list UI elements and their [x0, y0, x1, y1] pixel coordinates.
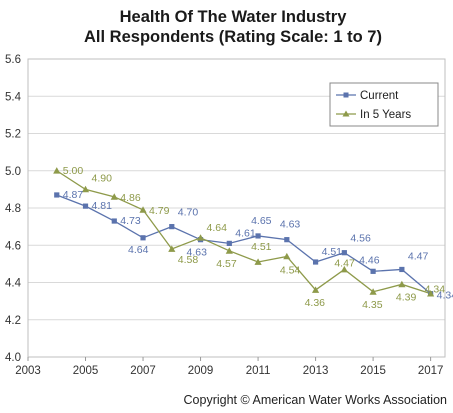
- data-point-in-5-years: [398, 280, 406, 288]
- data-point-current: [140, 235, 146, 241]
- data-point-in-5-years: [53, 167, 61, 174]
- data-label-in-5-years: 4.64: [207, 222, 228, 234]
- x-tick-label: 2011: [246, 365, 271, 377]
- y-tick-label: 4.8: [5, 203, 21, 215]
- y-tick-label: 4.0: [5, 352, 21, 364]
- data-label-current: 4.34: [437, 290, 453, 302]
- x-tick-label: 2009: [188, 365, 214, 377]
- data-label-in-5-years: 4.57: [216, 258, 237, 270]
- data-point-current: [370, 268, 376, 274]
- data-label-in-5-years: 4.90: [92, 172, 113, 184]
- data-label-current: 4.61: [235, 227, 256, 239]
- data-label-in-5-years: 4.51: [251, 241, 272, 253]
- chart-subtitle: All Respondents (Rating Scale: 1 to 7): [84, 28, 382, 46]
- data-point-current: [111, 218, 117, 224]
- data-label-in-5-years: 4.47: [334, 257, 355, 269]
- data-point-in-5-years: [254, 258, 262, 265]
- data-point-in-5-years: [110, 193, 118, 200]
- data-point-in-5-years: [168, 245, 176, 252]
- data-label-in-5-years: 4.35: [362, 299, 383, 311]
- legend-label-in-5-years: In 5 Years: [360, 109, 411, 121]
- data-label-current: 4.63: [280, 219, 301, 231]
- y-tick-label: 4.4: [5, 278, 22, 290]
- data-point-in-5-years: [81, 185, 90, 193]
- data-label-current: 4.70: [178, 207, 199, 219]
- data-label-current: 4.47: [408, 250, 429, 262]
- x-tick-label: 2005: [73, 365, 99, 377]
- data-point-in-5-years: [427, 290, 435, 297]
- chart-title: Health Of The Water Industry: [120, 8, 348, 26]
- series-layer: [53, 167, 435, 297]
- legend-item-current: Current: [336, 90, 399, 102]
- plot-frame: [27, 58, 446, 358]
- series-line-current: [56, 194, 432, 295]
- data-label-in-5-years: 4.54: [280, 264, 301, 276]
- data-label-current: 4.56: [350, 233, 371, 245]
- y-tick-label: 5.0: [5, 166, 21, 178]
- data-label-in-5-years: 5.00: [63, 165, 84, 177]
- data-point-current: [82, 203, 89, 209]
- data-point-current: [54, 192, 60, 198]
- data-label-current: 4.73: [120, 215, 141, 227]
- data-label-current: 4.87: [63, 189, 84, 201]
- data-label-current: 4.51: [322, 246, 343, 258]
- data-label-in-5-years: 4.58: [178, 254, 199, 266]
- y-tick-label: 5.2: [5, 129, 21, 141]
- data-point-current: [255, 233, 261, 239]
- x-tick-label: 2007: [130, 365, 156, 377]
- data-label-current: 4.64: [128, 244, 149, 256]
- copyright-notice: Copyright © American Water Works Associa…: [183, 393, 447, 407]
- data-label-current: 4.46: [359, 254, 380, 266]
- legend-marker-in-5-years: [342, 110, 350, 117]
- data-label-layer: 4.87 4.81 4.73 4.64 4.70 4.63 4.614.65 4.63 4.51…: [63, 165, 453, 311]
- x-tick-label: 2013: [303, 365, 329, 377]
- data-point-current: [312, 259, 319, 265]
- data-label-in-5-years: 4.86: [120, 192, 141, 204]
- x-tick-label: 2015: [360, 365, 386, 377]
- y-tick-label: 5.4: [5, 91, 22, 103]
- data-label-current: 4.63: [187, 247, 208, 259]
- data-point-current: [341, 250, 347, 256]
- data-label-in-5-years: 4.36: [305, 297, 326, 309]
- data-point-current: [284, 237, 290, 243]
- y-tick-label: 4.6: [5, 240, 21, 252]
- data-point-current: [399, 266, 405, 273]
- data-point-current: [226, 240, 232, 246]
- data-point-in-5-years: [225, 247, 233, 254]
- data-point-in-5-years: [139, 206, 147, 213]
- legend-label-current: Current: [360, 90, 399, 102]
- data-label-current: 4.65: [251, 215, 272, 227]
- data-point-in-5-years: [196, 234, 205, 241]
- data-label-in-5-years: 4.39: [396, 291, 417, 303]
- axes: 4.0 4.2 4.4 4.6 4.8 5.0 5.2 5.4 5.6 2003 2005 2007 2…: [5, 54, 446, 377]
- legend-box: [329, 82, 439, 127]
- series-line-in-5-years: [56, 170, 431, 295]
- y-tick-label: 4.2: [5, 315, 21, 327]
- data-point-current: [169, 224, 175, 230]
- x-tick-label: 2003: [15, 365, 41, 377]
- data-label-current: 4.81: [92, 200, 113, 212]
- data-point-in-5-years: [369, 288, 377, 295]
- data-label-in-5-years: 4.79: [149, 205, 170, 217]
- data-label-in-5-years: 4.34: [425, 284, 446, 296]
- x-tick-label: 2017: [418, 365, 444, 377]
- y-tick-label: 5.6: [5, 54, 21, 66]
- legend-item-in-5-years: In 5 Years: [336, 109, 411, 121]
- legend: Current In 5 Years: [329, 82, 439, 127]
- data-point-in-5-years: [311, 286, 320, 293]
- data-point-in-5-years: [283, 252, 291, 260]
- data-point-in-5-years: [340, 265, 348, 273]
- legend-marker-current: [343, 92, 349, 98]
